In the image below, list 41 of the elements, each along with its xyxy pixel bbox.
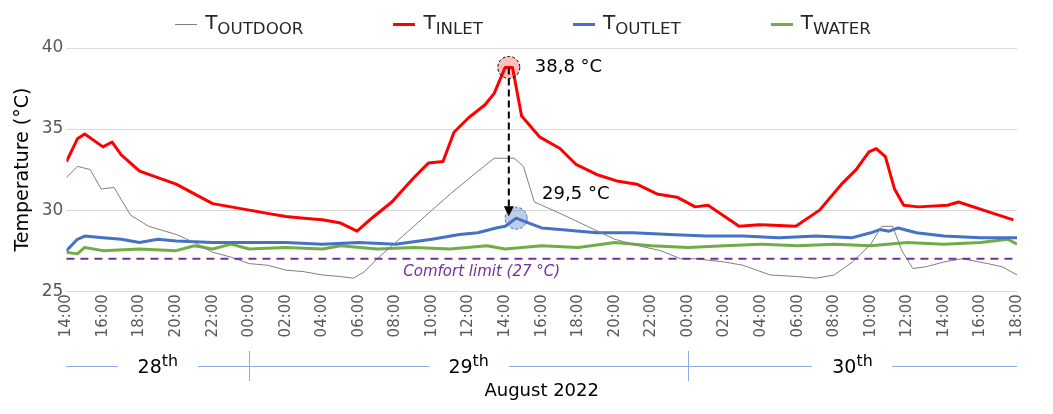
x-tick-label: 10:00: [860, 294, 879, 338]
y-axis-title: Temperature (°C): [10, 87, 33, 253]
x-tick-label: 14:00: [933, 294, 952, 338]
x-tick-label: 06:00: [787, 294, 806, 338]
x-tick-label: 02:00: [275, 294, 294, 338]
x-tick-label: 18:00: [129, 294, 148, 338]
y-tick-label: 40: [41, 36, 64, 57]
x-tick-label: 08:00: [824, 294, 843, 338]
y-tick-label: 35: [41, 117, 64, 138]
x-tick-label: 04:00: [750, 294, 769, 338]
x-axis-title: August 2022: [484, 378, 599, 400]
x-tick-label: 02:00: [714, 294, 733, 338]
ref-line-label: Comfort limit (27 °C): [403, 262, 561, 281]
legend-label: T$_{OUTDOOR}$: [205, 10, 304, 38]
x-tick-label: 22:00: [641, 294, 660, 338]
x-tick-label: 18:00: [1006, 294, 1025, 338]
x-tick-label: 10:00: [421, 294, 440, 338]
y-tick-label: 30: [41, 198, 64, 219]
legend-label: T$_{WATER}$: [800, 10, 871, 38]
x-tick-label: 06:00: [348, 294, 367, 338]
x-tick-label: 00:00: [677, 294, 696, 338]
text: 29$^{th}$: [428, 351, 509, 378]
text: 30$^{th}$: [812, 351, 893, 378]
text: 28$^{th}$: [117, 351, 198, 378]
x-tick-label: 20:00: [166, 294, 184, 338]
x-tick-label: 12:00: [458, 294, 477, 338]
annotation: 29,5 °C: [542, 182, 610, 204]
x-tick-label: 08:00: [385, 294, 404, 338]
x-tick-label: 04:00: [312, 294, 331, 338]
x-tick-label: 18:00: [568, 294, 587, 338]
legend-label: T$_{OUTLET}$: [603, 10, 681, 38]
x-tick-label: 12:00: [897, 294, 916, 338]
x-tick-label: 22:00: [202, 294, 221, 338]
x-tick-label: 14:00: [495, 294, 514, 338]
x-tick-label: 16:00: [970, 294, 989, 338]
x-tick-label: 00:00: [239, 294, 258, 338]
annotation: 38,8 °C: [534, 55, 603, 77]
legend-label: T$_{INLET}$: [423, 10, 484, 38]
x-tick-label: 16:00: [531, 294, 550, 338]
x-tick-label: 16:00: [92, 294, 111, 338]
x-tick-label: 20:00: [604, 294, 623, 338]
